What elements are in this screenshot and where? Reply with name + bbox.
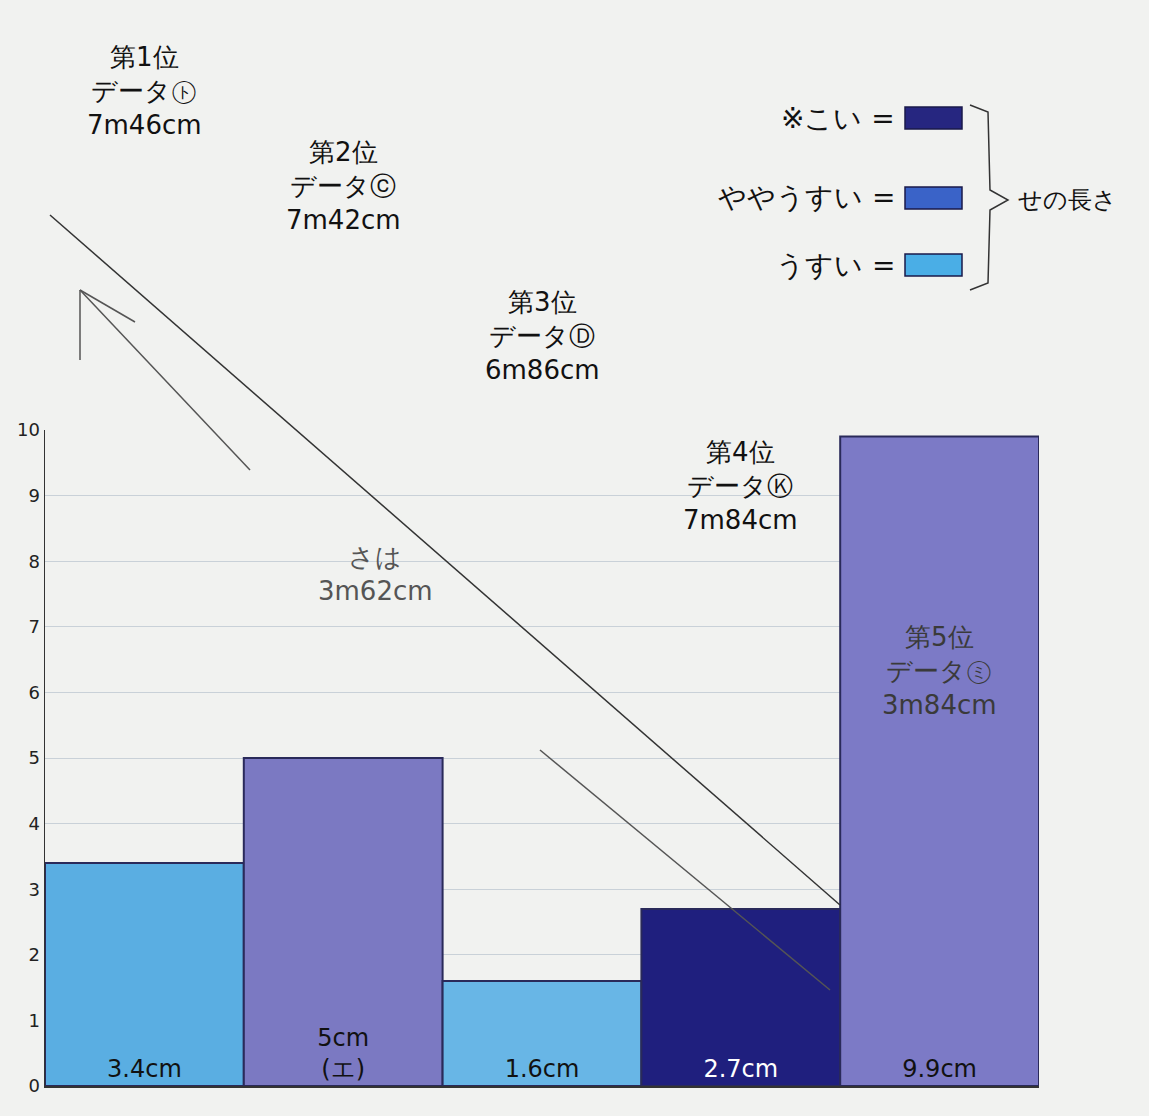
svg-text:5: 5 <box>28 747 39 768</box>
svg-text:10: 10 <box>17 419 40 440</box>
svg-text:7: 7 <box>28 616 39 637</box>
svg-text:第5位データ㋯3m84cm: 第5位データ㋯3m84cm <box>882 622 997 720</box>
svg-text:3: 3 <box>28 879 39 900</box>
svg-text:第1位データ㋣7m46cm: 第1位データ㋣7m46cm <box>87 42 202 140</box>
svg-text:6: 6 <box>28 682 39 703</box>
svg-text:2: 2 <box>28 944 39 965</box>
svg-text:9.9cm: 9.9cm <box>902 1055 977 1083</box>
svg-text:うすい =: うすい = <box>776 249 895 282</box>
svg-text:3.4cm: 3.4cm <box>107 1055 182 1083</box>
svg-text:1.6cm: 1.6cm <box>505 1055 580 1083</box>
svg-text:第3位データⒹ6m86cm: 第3位データⒹ6m86cm <box>485 287 600 385</box>
svg-text:ややうすい =: ややうすい = <box>718 181 895 214</box>
svg-text:8: 8 <box>28 551 39 572</box>
svg-text:2.7cm: 2.7cm <box>703 1055 778 1083</box>
svg-text:さは3m62cm: さは3m62cm <box>318 542 433 606</box>
svg-text:第4位データⓀ7m84cm: 第4位データⓀ7m84cm <box>683 437 798 535</box>
svg-text:※こい =: ※こい = <box>781 102 895 135</box>
svg-text:5cm(エ): 5cm(エ) <box>317 1024 369 1083</box>
svg-text:0: 0 <box>28 1075 39 1096</box>
svg-text:4: 4 <box>28 813 39 834</box>
svg-text:1: 1 <box>28 1010 39 1031</box>
svg-text:9: 9 <box>28 485 39 506</box>
svg-text:第2位データⓒ7m42cm: 第2位データⓒ7m42cm <box>286 137 401 235</box>
svg-text:せの長さ: せの長さ <box>1018 186 1117 214</box>
